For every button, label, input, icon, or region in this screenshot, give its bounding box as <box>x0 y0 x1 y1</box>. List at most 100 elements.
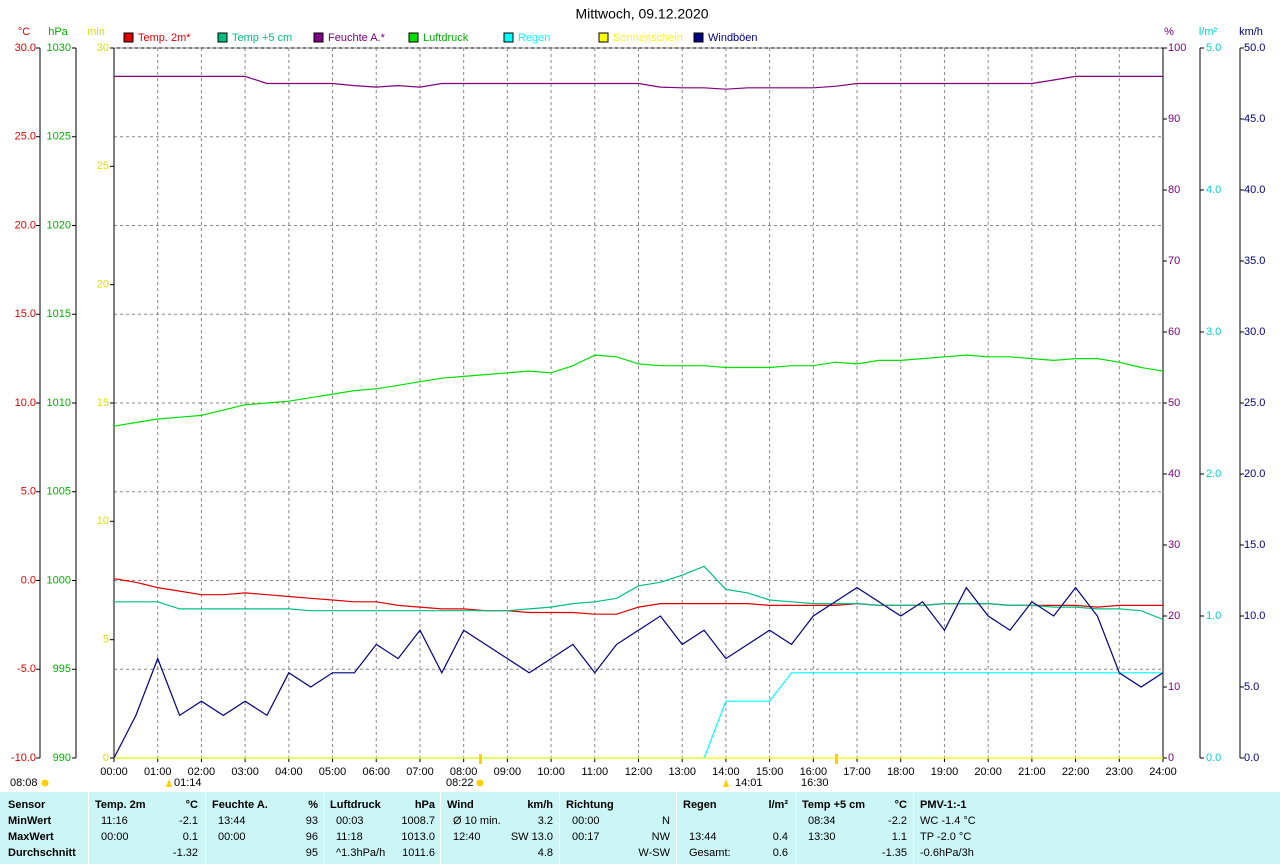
x-tick-label: 03:00 <box>231 766 259 778</box>
table-cell: MaxWert <box>8 831 54 843</box>
y-tick-label: 20.0 <box>1244 468 1265 480</box>
y-tick-label: 60 <box>1168 326 1180 338</box>
y-tick-label: 20.0 <box>15 219 36 231</box>
y-tick-label: 25 <box>97 160 109 172</box>
axis-unit: min <box>87 26 105 38</box>
y-tick-label: 0 <box>103 752 109 764</box>
y-tick-label: 1000 <box>47 574 71 586</box>
annotation: 16:30 <box>801 777 829 789</box>
y-tick-label: 30 <box>97 42 109 54</box>
y-tick-label: 30.0 <box>15 42 36 54</box>
legend-label: Feuchte A.* <box>328 32 386 44</box>
y-tick-label: 70 <box>1168 255 1180 267</box>
y-tick-label: 1030 <box>47 42 71 54</box>
table-cell: ^1.3hPa/h <box>336 847 386 859</box>
y-tick-label: 20 <box>1168 610 1180 622</box>
y-tick-label: 15 <box>97 397 109 409</box>
annotation: 01:14 <box>174 777 202 789</box>
separator <box>323 792 324 864</box>
y-tick-label: 10.0 <box>1244 610 1265 622</box>
x-tick-label: 21:00 <box>1018 766 1046 778</box>
y-tick-label: 1025 <box>47 131 71 143</box>
table-cell: 00:00 <box>218 831 246 843</box>
table-cell: Temp +5 cm <box>802 799 866 811</box>
table-cell: 13:44 <box>218 815 246 827</box>
x-tick-label: 07:00 <box>406 766 434 778</box>
table-cell: Luftdruck <box>330 799 381 811</box>
table-cell: 13:30 <box>808 831 836 843</box>
annotation: 08:08 <box>10 777 38 789</box>
y-tick-label: -5.0 <box>17 663 36 675</box>
annotation: 14:01 <box>735 777 763 789</box>
legend-swatch <box>123 32 134 43</box>
x-tick-label: 19:00 <box>931 766 959 778</box>
separator <box>559 792 560 864</box>
x-tick-label: 08:00 <box>450 766 478 778</box>
table-cell: 11:16 <box>101 815 128 827</box>
x-tick-label: 16:00 <box>800 766 828 778</box>
table-cell: 00:17 <box>572 831 600 843</box>
table-cell: 08:34 <box>808 815 836 827</box>
y-tick-label: 5.0 <box>1244 681 1259 693</box>
table-cell: PMV-1:-1 <box>920 799 967 811</box>
legend-swatch <box>693 32 704 43</box>
y-tick-label: 30.0 <box>1244 326 1265 338</box>
y-tick-label: 5.0 <box>1206 42 1221 54</box>
legend-swatch <box>408 32 419 43</box>
table-cell: 13:44 <box>689 831 717 843</box>
x-tick-label: 02:00 <box>188 766 216 778</box>
moon-icon <box>723 779 729 787</box>
table-cell: 00:00 <box>101 831 129 843</box>
series-line <box>114 565 1164 621</box>
separator <box>88 792 89 864</box>
legend-label: Temp +5 cm <box>232 32 292 44</box>
table-cell: -2.1 <box>179 815 198 827</box>
y-tick-label: 90 <box>1168 113 1180 125</box>
legend-label: Windböen <box>708 32 758 44</box>
x-tick-label: 00:00 <box>100 766 128 778</box>
y-tick-label: 1020 <box>47 219 71 231</box>
y-tick-label: 45.0 <box>1244 113 1265 125</box>
table-cell: -0.6hPa/3h <box>920 847 974 859</box>
table-cell: 11:18 <box>336 831 363 843</box>
y-tick-label: 990 <box>53 752 71 764</box>
table-cell: 95 <box>305 847 318 859</box>
x-tick-label: 06:00 <box>362 766 390 778</box>
axis-unit: hPa <box>48 26 68 38</box>
marker <box>835 754 838 764</box>
y-tick-label: -10.0 <box>11 752 36 764</box>
y-tick-label: 5.0 <box>21 486 36 498</box>
table-cell: 1013.0 <box>401 831 435 843</box>
table-cell: 96 <box>305 831 318 843</box>
x-tick-label: 24:00 <box>1149 766 1177 778</box>
table-cell: 3.2 <box>537 815 553 827</box>
y-tick-label: 1.0 <box>1206 610 1221 622</box>
table-cell: km/h <box>527 799 553 811</box>
y-tick-label: 0.0 <box>1244 752 1259 764</box>
table-cell: WC -1.4 °C <box>920 815 976 827</box>
table-cell: 0.4 <box>772 831 788 843</box>
table-cell: 0.6 <box>772 847 788 859</box>
table-cell: °C <box>185 799 198 811</box>
table-cell: SW 13.0 <box>510 831 553 843</box>
legend-swatch <box>313 32 324 43</box>
x-tick-label: 14:00 <box>712 766 740 778</box>
table-cell: N <box>662 815 670 827</box>
table-cell: 1.1 <box>891 831 907 843</box>
table-cell: Feuchte A. <box>212 799 268 811</box>
y-tick-label: 40.0 <box>1244 184 1265 196</box>
table-cell: -1.35 <box>881 847 907 859</box>
table-cell: MinWert <box>8 815 52 827</box>
chart-title: Mittwoch, 09.12.2020 <box>575 6 708 22</box>
axis-unit: km/h <box>1239 26 1263 38</box>
y-tick-label: 10.0 <box>15 397 36 409</box>
x-tick-label: 15:00 <box>756 766 784 778</box>
annotation: 08:22 <box>446 777 474 789</box>
x-tick-label: 17:00 <box>843 766 871 778</box>
table-cell: Gesamt: <box>689 847 731 859</box>
table-cell: l/m² <box>768 799 788 811</box>
y-tick-label: 15.0 <box>15 308 36 320</box>
legend-swatch <box>503 32 514 43</box>
table-cell: TP -2.0 °C <box>920 831 972 843</box>
